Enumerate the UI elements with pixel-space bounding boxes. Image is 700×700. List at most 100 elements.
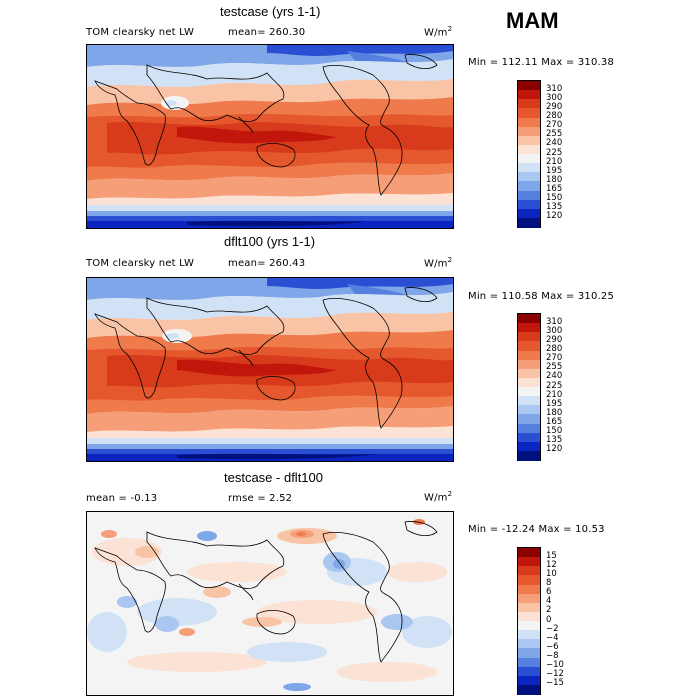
colorbar-tick-label: 150 xyxy=(546,426,563,437)
panel-3-contour-field xyxy=(87,512,453,695)
colorbar-tick-label: 290 xyxy=(546,334,563,345)
colorbar-swatch xyxy=(518,90,540,100)
colorbar-tick-label: 280 xyxy=(546,111,563,121)
panel-2-mean-label: mean= 260.43 xyxy=(228,258,306,269)
colorbar-tick-label: 120 xyxy=(546,211,563,222)
colorbar-tick-label: 210 xyxy=(546,389,563,400)
colorbar-swatch xyxy=(518,144,540,155)
colorbar-swatch xyxy=(518,405,540,415)
colorbar-swatch xyxy=(518,108,540,118)
colorbar-swatch xyxy=(518,575,540,585)
colorbar-tick-label: 2 xyxy=(546,605,552,616)
panel-3-colorbar xyxy=(517,547,541,695)
panel-1-title: testcase (yrs 1-1) xyxy=(220,4,321,19)
colorbar-swatch xyxy=(518,657,540,668)
colorbar-tick-label: 180 xyxy=(546,407,563,418)
colorbar-tick-label: 10 xyxy=(546,568,557,579)
colorbar-tick-label: 4 xyxy=(546,596,552,607)
colorbar-swatch xyxy=(518,450,540,461)
colorbar-tick-label: 120 xyxy=(546,444,563,455)
panel-1-map xyxy=(86,44,454,229)
colorbar-tick-label: 6 xyxy=(546,587,552,598)
colorbar-tick-label: 290 xyxy=(546,101,563,112)
colorbar-swatch xyxy=(518,611,540,622)
colorbar-tick-label: 255 xyxy=(546,362,563,373)
colorbar-tick-label: 15 xyxy=(546,550,557,561)
colorbar-swatch xyxy=(518,675,540,686)
colorbar-swatch xyxy=(518,217,540,228)
colorbar-tick-label: 195 xyxy=(546,165,563,176)
colorbar-swatch xyxy=(518,126,540,137)
colorbar-swatch xyxy=(518,181,540,191)
colorbar-tick-label: 225 xyxy=(546,380,563,391)
colorbar-swatch xyxy=(518,557,540,567)
colorbar-swatch xyxy=(518,584,540,595)
panel-2-map xyxy=(86,277,454,462)
panel-2-colorbar xyxy=(517,313,541,461)
colorbar-swatch xyxy=(518,684,540,695)
colorbar-tick-label: 310 xyxy=(546,316,563,327)
panel-2-title: dflt100 (yrs 1-1) xyxy=(224,234,316,249)
colorbar-swatch xyxy=(518,341,540,351)
colorbar-swatch xyxy=(518,423,540,434)
colorbar-swatch xyxy=(518,566,540,576)
panel-1-colorbar xyxy=(517,80,541,228)
colorbar-tick-label: 310 xyxy=(546,83,563,94)
panel-1-minmax: Min = 112.11 Max = 310.38 xyxy=(468,57,615,68)
colorbar-tick-label: 270 xyxy=(546,353,563,364)
colorbar-swatch xyxy=(518,81,540,91)
colorbar-tick-label: 0 xyxy=(546,614,552,625)
colorbar-swatch xyxy=(518,154,540,164)
colorbar-swatch xyxy=(518,377,540,388)
colorbar-tick-label: 180 xyxy=(546,174,563,185)
colorbar-swatch xyxy=(518,548,540,558)
colorbar-swatch xyxy=(518,630,540,640)
colorbar-tick-label: −8 xyxy=(546,651,559,661)
colorbar-swatch xyxy=(518,323,540,333)
colorbar-tick-label: 240 xyxy=(546,371,563,382)
colorbar-swatch xyxy=(518,332,540,342)
colorbar-swatch xyxy=(518,593,540,604)
colorbar-tick-label: −12 xyxy=(546,669,564,680)
colorbar-tick-label: 8 xyxy=(546,578,552,588)
season-label: MAM xyxy=(506,8,559,33)
panel-2-minmax: Min = 110.58 Max = 310.25 xyxy=(468,291,615,302)
colorbar-swatch xyxy=(518,602,540,613)
colorbar-swatch xyxy=(518,190,540,201)
colorbar-swatch xyxy=(518,99,540,109)
colorbar-tick-label: 165 xyxy=(546,184,563,194)
colorbar-swatch xyxy=(518,172,540,182)
colorbar-tick-label: 165 xyxy=(546,417,563,427)
panel-2-units: W/m2 xyxy=(424,256,453,270)
panel-3-mean-label: mean = -0.13 xyxy=(86,493,158,504)
panel-3-units: W/m2 xyxy=(424,490,453,504)
colorbar-swatch xyxy=(518,432,540,443)
colorbar-swatch xyxy=(518,117,540,128)
colorbar-tick-label: 300 xyxy=(546,325,563,336)
colorbar-swatch xyxy=(518,208,540,219)
panel-1-contour-field xyxy=(87,45,453,228)
colorbar-tick-label: 280 xyxy=(546,344,563,354)
colorbar-swatch xyxy=(518,350,540,361)
colorbar-tick-label: 225 xyxy=(546,147,563,158)
panel-2-variable-label: TOM clearsky net LW xyxy=(86,258,195,269)
colorbar-swatch xyxy=(518,163,540,173)
colorbar-tick-label: −2 xyxy=(546,623,559,634)
panel-2-contour-field xyxy=(87,278,453,461)
colorbar-tick-label: 300 xyxy=(546,92,563,103)
colorbar-swatch xyxy=(518,648,540,658)
colorbar-swatch xyxy=(518,359,540,370)
panel-3-minmax: Min = -12.24 Max = 10.53 xyxy=(468,524,605,535)
colorbar-swatch xyxy=(518,387,540,397)
panel-3-map xyxy=(86,511,454,696)
colorbar-tick-label: 255 xyxy=(546,129,563,140)
colorbar-tick-label: −15 xyxy=(546,678,564,689)
panel-1-variable-label: TOM clearsky net LW xyxy=(86,27,195,38)
colorbar-tick-label: 12 xyxy=(546,559,557,570)
colorbar-swatch xyxy=(518,441,540,452)
colorbar-swatch xyxy=(518,135,540,146)
colorbar-swatch xyxy=(518,314,540,324)
colorbar-swatch xyxy=(518,639,540,649)
colorbar-tick-label: 210 xyxy=(546,156,563,167)
colorbar-tick-label: −6 xyxy=(546,641,559,652)
